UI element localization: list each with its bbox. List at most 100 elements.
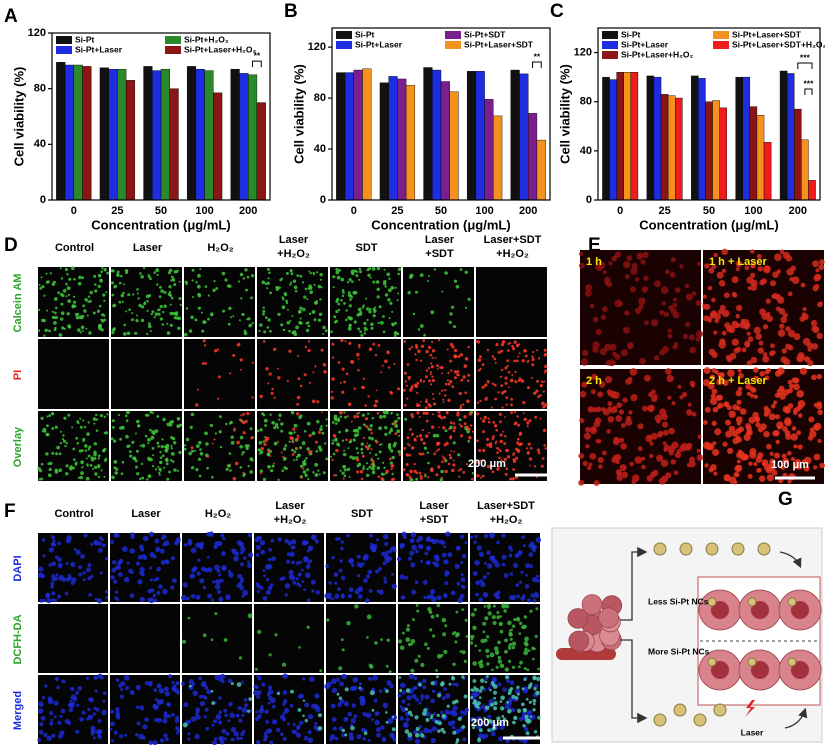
cell-dot xyxy=(703,315,710,322)
x-tick-label: 200 xyxy=(789,205,807,217)
cell-dot xyxy=(50,584,54,589)
cell-dot xyxy=(453,426,457,430)
cell-dot xyxy=(44,684,48,688)
cell-dot xyxy=(654,280,661,288)
cell-dot xyxy=(243,703,248,708)
cell-dot xyxy=(251,274,255,278)
cell-dot xyxy=(425,400,428,403)
cell-dot xyxy=(648,392,654,398)
cell-dot xyxy=(255,710,259,714)
cell-dot xyxy=(44,328,48,332)
cell-dot xyxy=(440,710,444,715)
cell-dot xyxy=(623,261,631,269)
cell-dot xyxy=(366,268,370,272)
tumor-cell xyxy=(581,594,603,615)
cell-dot xyxy=(246,709,251,713)
cell-dot xyxy=(670,459,676,465)
cell-dot xyxy=(425,545,432,551)
y-tick-label: 40 xyxy=(314,143,326,155)
cell-dot xyxy=(462,470,466,474)
cell-dot xyxy=(336,275,341,280)
cell-dot xyxy=(452,422,456,425)
cell-dot xyxy=(66,273,69,276)
cell-dot xyxy=(366,442,369,445)
cell-dot xyxy=(418,416,421,418)
cell-dot xyxy=(93,422,96,425)
cell-dot xyxy=(83,309,87,313)
cell-dot xyxy=(337,537,341,541)
bar xyxy=(449,91,459,201)
cell-dot xyxy=(239,466,243,469)
cell-dot xyxy=(405,384,408,387)
cell-dot xyxy=(341,728,345,733)
bar xyxy=(186,66,197,201)
cell-dot xyxy=(373,698,378,703)
cell-dot xyxy=(485,648,490,654)
cell-dot xyxy=(349,455,353,459)
cell-dot xyxy=(490,731,496,737)
cell-dot xyxy=(353,320,357,324)
cell-dot xyxy=(508,342,511,345)
cell-dot xyxy=(301,539,308,546)
cell-dot xyxy=(475,340,479,343)
row-label: Overlay xyxy=(12,426,24,467)
cell-dot xyxy=(192,296,194,298)
cell-dot xyxy=(239,319,241,322)
cell-dot xyxy=(641,456,646,461)
cell-dot xyxy=(306,468,310,472)
cell-dot xyxy=(451,720,456,725)
cell-dot xyxy=(538,357,541,360)
cell-dot xyxy=(258,441,263,445)
cell-dot xyxy=(424,642,428,646)
cell-dot xyxy=(654,355,660,361)
cell-dot xyxy=(140,275,144,279)
cell-dot xyxy=(332,726,337,731)
cell-dot xyxy=(431,356,434,359)
cell-dot xyxy=(370,432,373,435)
cell-dot xyxy=(800,282,806,288)
cell-dot xyxy=(314,721,318,725)
cell-dot xyxy=(230,737,235,742)
cell-dot xyxy=(119,694,124,699)
cell-dot xyxy=(492,421,496,424)
cell-dot xyxy=(414,738,421,745)
cell-dot xyxy=(305,564,311,570)
cell-dot xyxy=(483,562,487,565)
cell-dot xyxy=(339,469,342,472)
cell-dot xyxy=(101,267,104,270)
cell-dot xyxy=(510,403,513,407)
legend-label: Si-Pt+Laser xyxy=(355,39,403,49)
cell-dot xyxy=(211,598,215,602)
cell-dot xyxy=(629,368,638,376)
cell-dot xyxy=(134,733,139,737)
bar xyxy=(653,76,662,201)
cell-dot xyxy=(421,428,424,432)
cell-dot xyxy=(799,367,808,375)
cell-dot xyxy=(245,288,248,292)
cell-dot xyxy=(242,431,246,435)
cell-dot xyxy=(353,415,357,419)
cell-dot xyxy=(263,418,268,423)
cell-dot xyxy=(407,375,411,380)
cell-dot xyxy=(122,291,125,295)
cell-dot xyxy=(166,322,169,325)
cell-dot xyxy=(368,347,373,352)
cell-dot xyxy=(396,413,399,416)
cell-dot xyxy=(126,561,130,565)
cell-dot xyxy=(151,430,155,434)
cell-dot xyxy=(505,675,509,680)
cell-dot xyxy=(319,298,322,301)
cell-dot xyxy=(47,696,53,702)
micrograph xyxy=(402,410,475,482)
cell-dot xyxy=(542,405,546,409)
cell-dot xyxy=(336,299,339,302)
cell-dot xyxy=(387,298,391,302)
cell-dot xyxy=(66,312,70,316)
cell-dot xyxy=(159,456,163,460)
cell-dot xyxy=(139,596,145,603)
cell-dot xyxy=(293,459,296,462)
cell-dot xyxy=(196,571,201,576)
cell-dot xyxy=(378,426,382,431)
column-header: SDT xyxy=(351,508,373,520)
cell-dot xyxy=(722,309,730,318)
